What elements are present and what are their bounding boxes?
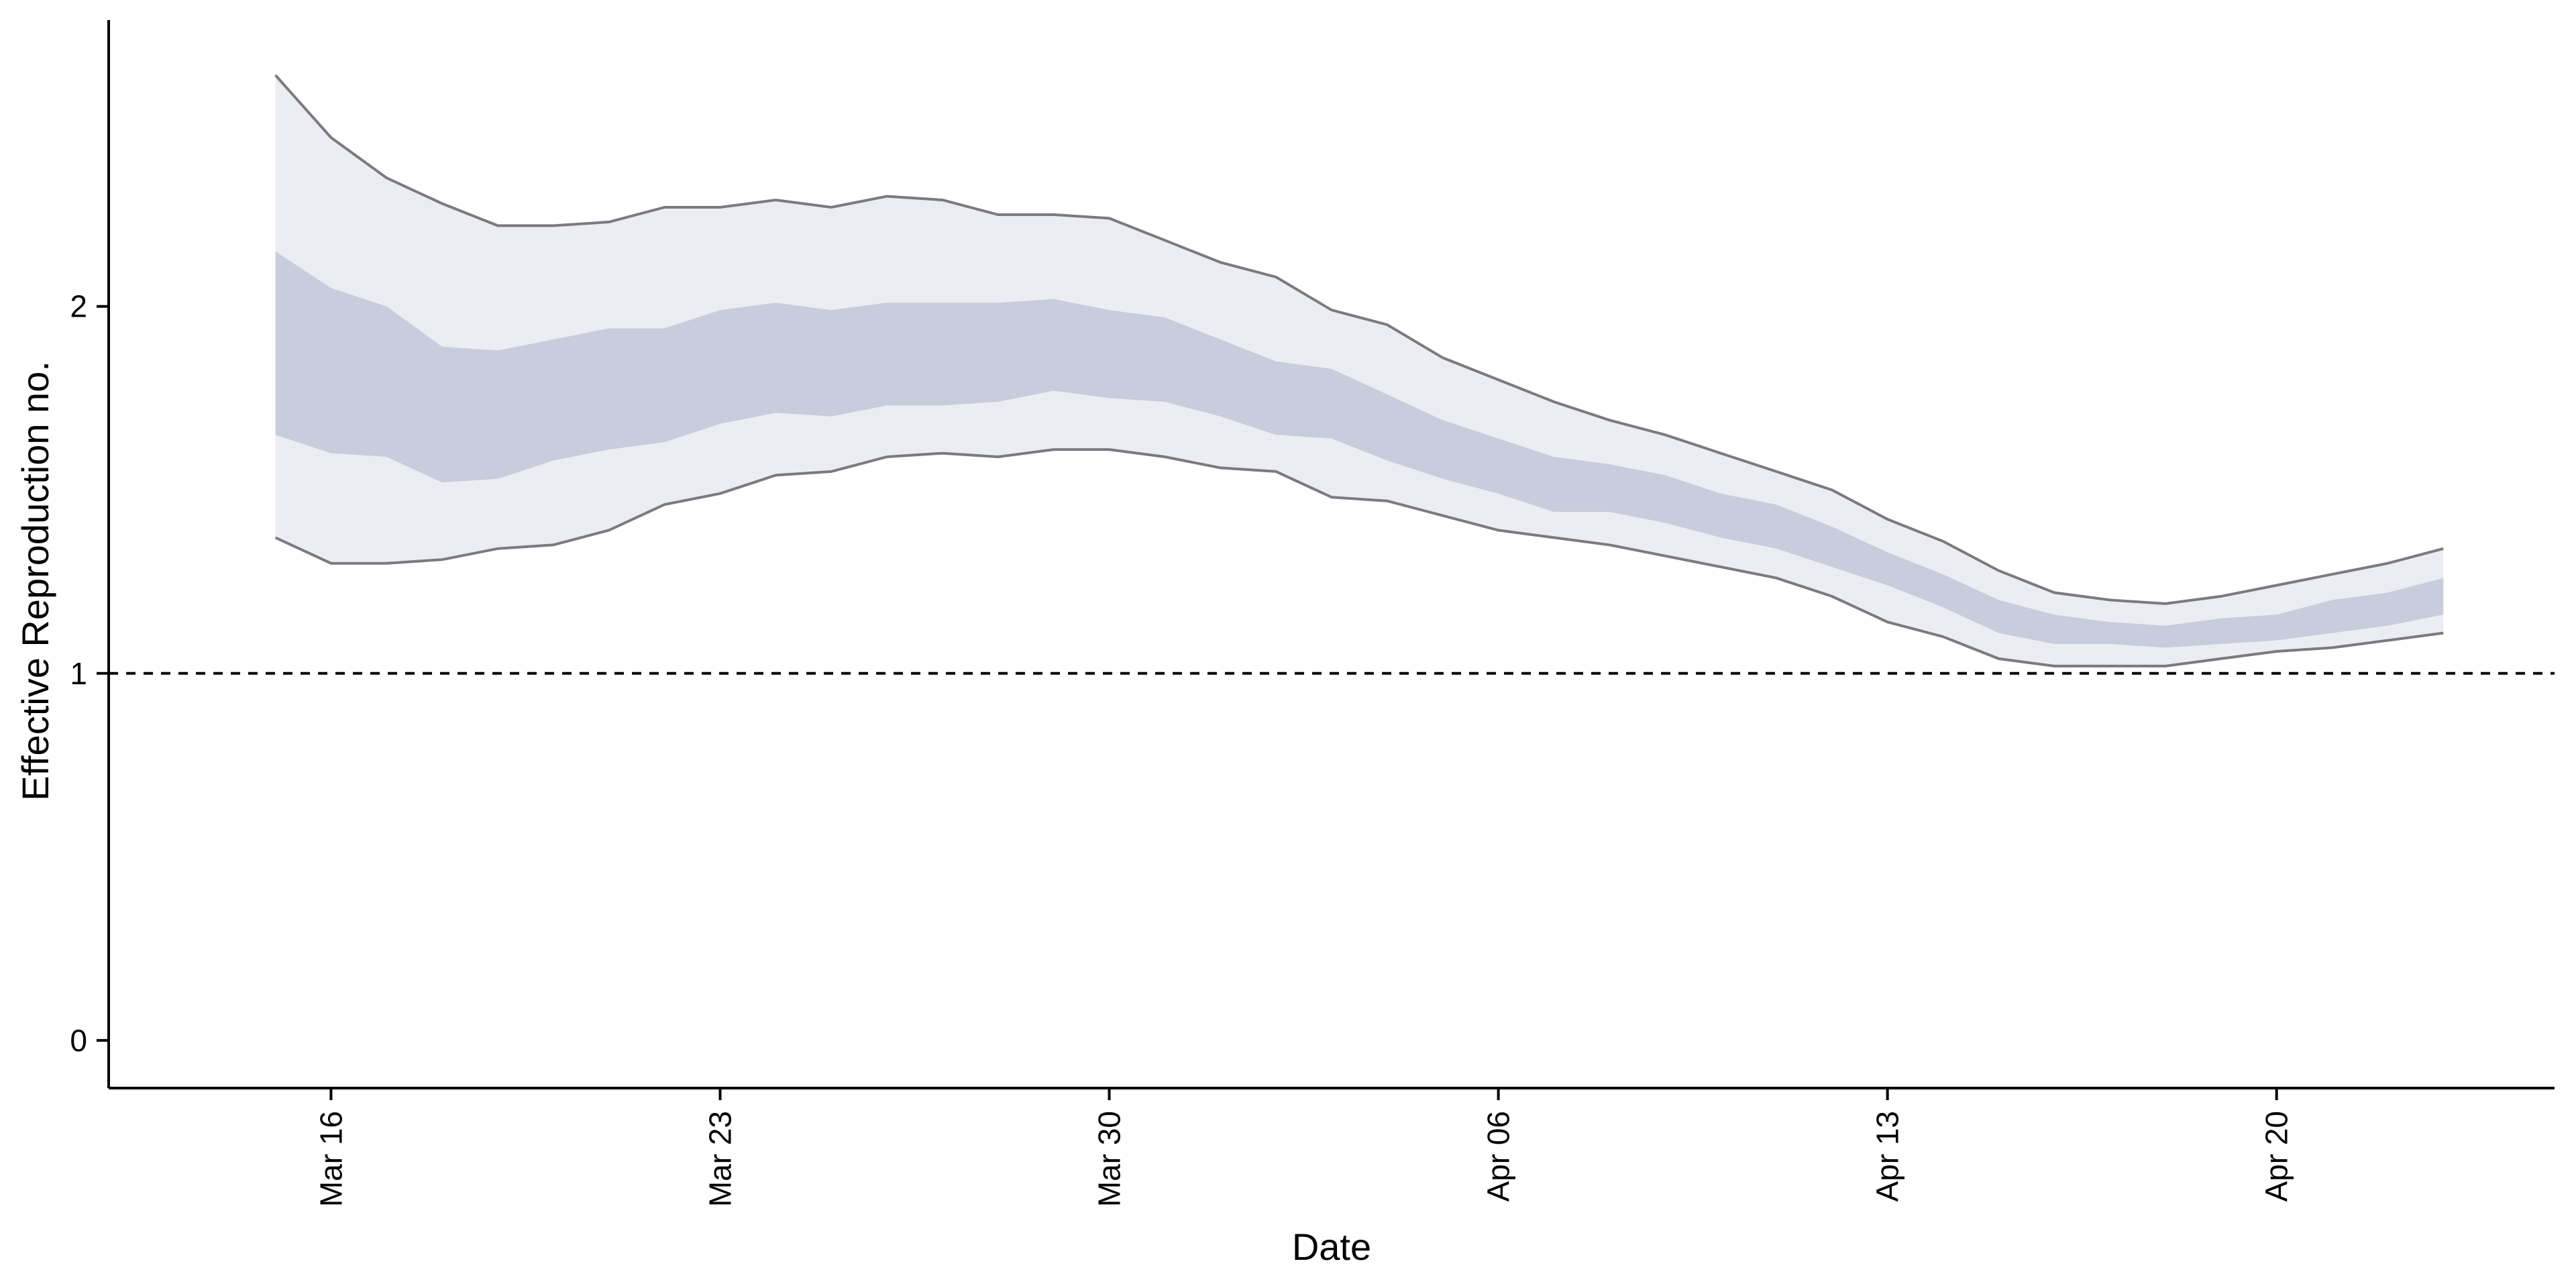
interval-outlines <box>274 74 2444 667</box>
y-axis-title: Effective Reproduction no. <box>14 361 56 801</box>
x-axis-title: Date <box>1292 1226 1371 1268</box>
outer-upper-line <box>274 74 2444 605</box>
x-tick-label: Mar 23 <box>703 1111 738 1207</box>
x-tick-label: Mar 16 <box>313 1111 348 1207</box>
y-tick-label: 1 <box>70 656 87 691</box>
y-tick-label: 0 <box>70 1023 87 1058</box>
y-tick-label: 2 <box>70 289 87 324</box>
outer-interval-band <box>275 75 2444 666</box>
interval-bands <box>275 75 2444 666</box>
x-axis-ticks: Mar 16 Mar 23 Mar 30 Apr 06 Apr 13 Apr 20 <box>313 1088 2294 1207</box>
x-tick-label: Apr 13 <box>1870 1111 1905 1202</box>
x-tick-label: Apr 20 <box>2259 1111 2294 1202</box>
x-tick-label: Mar 30 <box>1092 1111 1127 1207</box>
outer-lower-line <box>274 448 2444 667</box>
x-tick-label: Apr 06 <box>1481 1111 1516 1202</box>
y-axis-ticks: 0 1 2 <box>70 289 109 1058</box>
inner-interval-band <box>275 251 2444 648</box>
